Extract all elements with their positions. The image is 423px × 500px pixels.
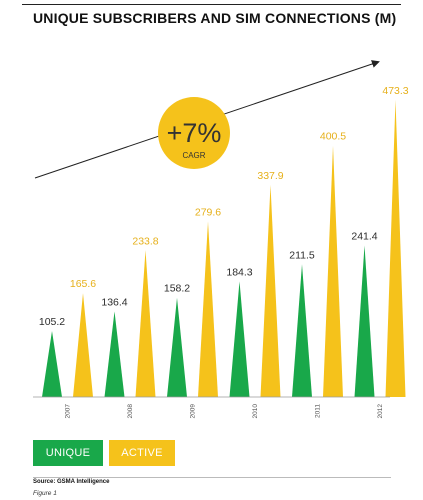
bar-unique-subs-2011 [292,264,312,397]
x-tick-2011: 2011 [315,404,322,418]
cagr-badge: +7% CAGR [158,97,230,169]
x-tick-2008: 2008 [127,404,134,419]
x-tick-2012: 2012 [377,404,384,419]
bar-unique-subs-2007 [42,330,62,397]
value-label-unique-subs-2008: 136.4 [101,296,127,308]
bar-active-sims-2012 [385,100,406,397]
legend-unique-subs: UNIQUE SUBS [33,440,103,485]
figure-caption: Figure 1 [33,490,57,497]
value-label-unique-subs-2012: 241.4 [351,231,377,243]
footer-rule [33,477,391,478]
bar-active-sims-2011 [323,145,343,397]
x-axis: 2007 2008 2009 2010 2011 2012 [65,404,385,419]
value-label-active-sims-2008: 233.8 [132,235,158,247]
bar-unique-subs-2012 [354,245,375,397]
legend-active-sims: ACTIVE SIMS [109,440,175,485]
bar-unique-subs-2008 [104,311,125,397]
bar-unique-subs-2009 [167,297,187,397]
source-note: Source: GSMA Intelligence [33,479,110,485]
value-label-active-sims-2009: 279.6 [195,207,221,219]
chart-title: UNIQUE SUBSCRIBERS AND SIM CONNECTIONS (… [33,10,397,26]
bar-active-sims-2010 [260,184,281,397]
value-label-active-sims-2007: 165.6 [70,278,96,290]
x-tick-2009: 2009 [190,404,197,419]
bar-active-sims-2007 [73,293,93,397]
value-labels: 105.2 165.6 136.4 233.8 158.2 279.6 184.3 337.9… [39,85,409,328]
x-tick-2010: 2010 [252,404,259,419]
bars [42,100,406,397]
value-label-active-sims-2010: 337.9 [257,170,283,182]
value-label-unique-subs-2007: 105.2 [39,316,65,328]
bar-unique-subs-2010 [229,281,250,397]
value-label-unique-subs-2009: 158.2 [164,283,190,295]
bar-active-sims-2008 [135,250,156,397]
value-label-unique-subs-2011: 211.5 [289,249,315,261]
value-label-unique-subs-2010: 184.3 [226,266,252,278]
cagr-label: CAGR [182,151,205,160]
value-label-active-sims-2012: 473.3 [382,85,408,97]
bar-active-sims-2009 [198,221,218,397]
top-rule [22,4,401,5]
x-tick-2007: 2007 [65,404,72,419]
value-label-active-sims-2011: 400.5 [320,131,346,143]
cagr-value: +7% [167,118,222,148]
cagr-badge-circle [158,97,230,169]
